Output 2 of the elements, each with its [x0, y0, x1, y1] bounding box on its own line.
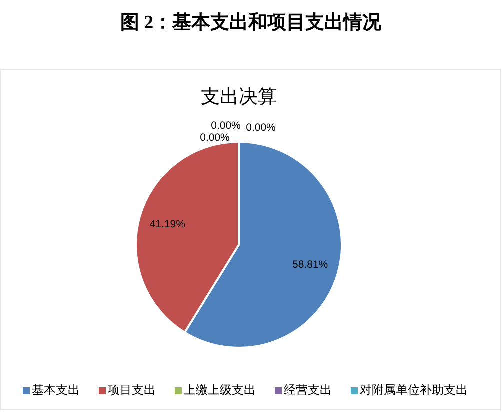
subtitle: 支出决算 [201, 87, 277, 108]
title: 图 2：基本支出和项目支出情况 [120, 12, 382, 34]
